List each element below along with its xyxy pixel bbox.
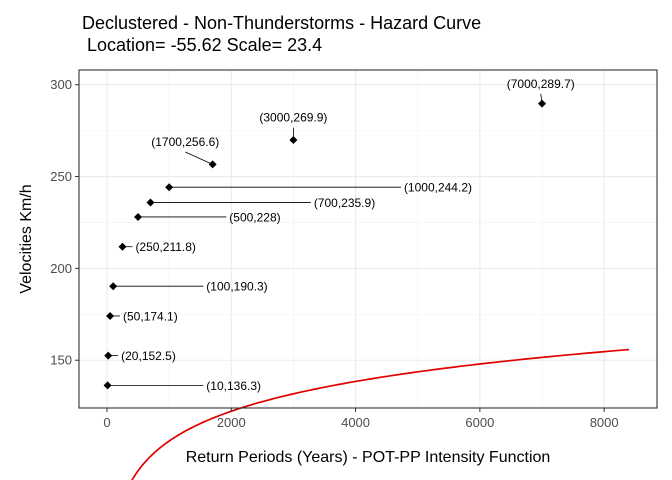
data-label: (7000,289.7) [507,77,575,91]
data-point-marker [109,282,118,291]
y-axis-title: Velocities Km/h [18,184,35,293]
data-point-marker [106,311,115,320]
point-labels: (10,136.3) (20,152.5) (50,174.1) (100,190.3… [121,77,575,393]
x-tick-label: 2000 [217,415,246,430]
data-point-marker [208,160,217,169]
data-point-marker [146,198,155,207]
data-label: (250,211.8) [135,240,196,254]
x-tick-label: 8000 [590,415,619,430]
x-tick-label: 0 [103,415,110,430]
data-point-marker [134,212,143,221]
x-tick-label: 4000 [341,415,370,430]
hazard-curve [131,348,630,480]
data-label: (50,174.1) [123,309,178,323]
axes: 0 2000 4000 6000 8000 150 200 250 300 [50,77,618,430]
data-points [103,99,547,390]
data-label: (1700,256.6) [151,135,219,149]
data-label: (100,190.3) [206,280,267,294]
label-leader-line [185,151,213,165]
data-point-marker [165,183,174,192]
data-label: (10,136.3) [206,379,261,393]
data-point-marker [104,351,113,360]
chart-title-line2: Location= -55.62 Scale= 23.4 [82,35,322,55]
x-axis-title: Return Periods (Years) - POT-PP Intensit… [186,449,551,466]
x-tick-label: 6000 [465,415,494,430]
data-point-marker [289,135,298,144]
data-label: (1000,244.2) [404,181,472,195]
data-point-marker [118,242,127,251]
y-tick-label: 200 [50,261,72,276]
y-tick-label: 150 [50,353,72,368]
data-point-marker [103,381,112,390]
data-point-marker [538,99,547,108]
y-tick-label: 250 [50,169,72,184]
data-label: (500,228) [229,210,280,224]
plot-panel-background [79,70,657,408]
data-label: (3000,269.9) [259,111,327,125]
chart-title-line1: Declustered - Non-Thunderstorms - Hazard… [82,13,481,33]
hazard-curve-line [131,348,630,480]
plot-panel-border [78,69,658,409]
gridlines [79,70,657,408]
data-label: (700,235.9) [314,196,375,210]
data-label: (20,152.5) [121,349,176,363]
y-tick-label: 300 [50,77,72,92]
